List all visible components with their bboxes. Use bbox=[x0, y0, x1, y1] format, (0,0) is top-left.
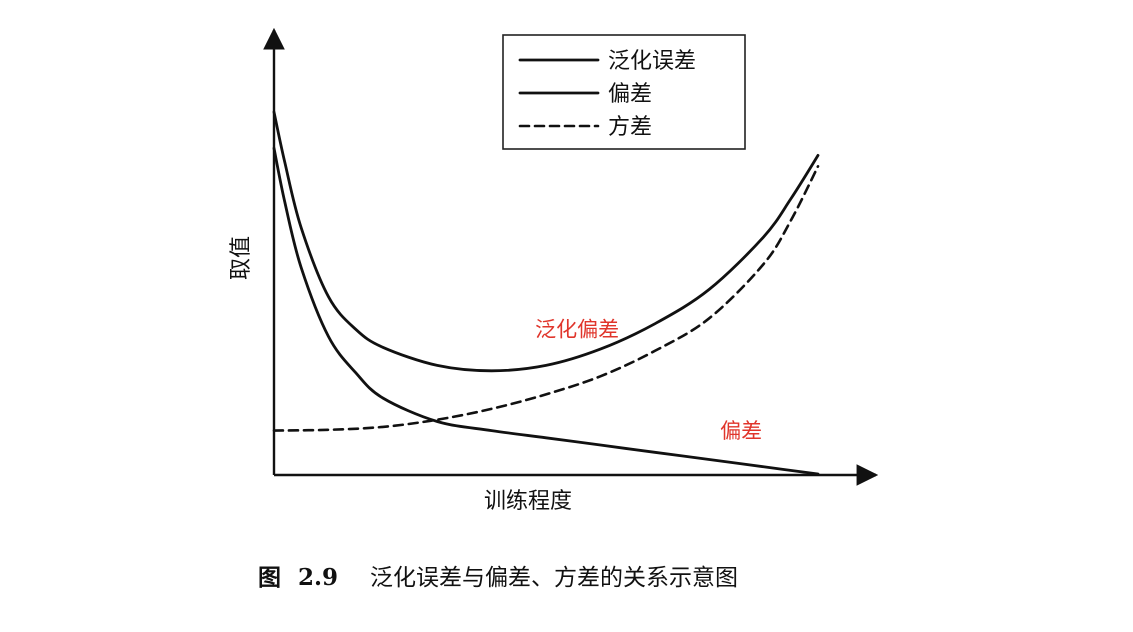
y-axis-label: 取值 bbox=[229, 236, 254, 280]
legend: 泛化误差 偏差 方差 bbox=[502, 34, 746, 150]
figure-caption: 图 2.9 泛化误差与偏差、方差的关系示意图 bbox=[258, 564, 738, 591]
legend-label-bias: 偏差 bbox=[608, 82, 652, 107]
annotation-label-0: 泛化偏差 bbox=[535, 317, 619, 341]
legend-label-variance: 方差 bbox=[608, 115, 652, 140]
series-layer bbox=[272, 110, 820, 476]
caption-prefix: 图 bbox=[258, 564, 281, 591]
legend-label-generalization-error: 泛化误差 bbox=[608, 49, 696, 74]
caption-text: 泛化误差与偏差、方差的关系示意图 bbox=[370, 565, 738, 591]
x-axis-label: 训练程度 bbox=[484, 489, 572, 514]
annotation-label-1: 偏差 bbox=[720, 419, 762, 443]
series-line-generalization-error bbox=[272, 110, 820, 373]
caption-number: 2.9 bbox=[298, 564, 338, 591]
series-line-variance bbox=[272, 165, 820, 432]
series-line-bias bbox=[272, 146, 820, 476]
